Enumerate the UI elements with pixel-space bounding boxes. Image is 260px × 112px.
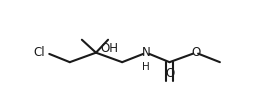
Text: Cl: Cl [34,46,45,59]
Text: N: N [142,46,151,59]
Text: O: O [191,46,200,59]
Text: H: H [142,62,150,72]
Text: OH: OH [100,42,118,55]
Text: O: O [165,67,174,80]
